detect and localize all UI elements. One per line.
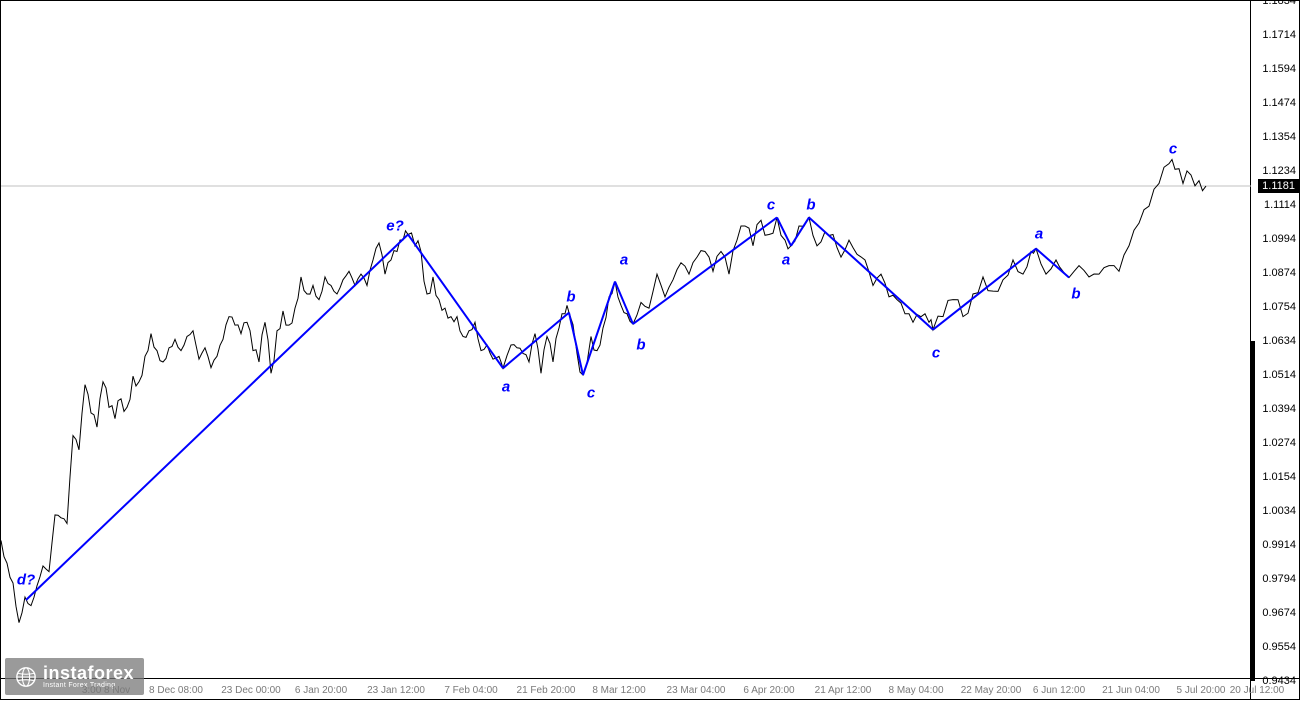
y-tick-label: 1.1114 <box>1264 199 1296 211</box>
wave-label: a <box>620 251 628 268</box>
y-tick-label: 1.1474 <box>1262 97 1296 109</box>
globe-icon <box>15 666 37 688</box>
wave-label: d? <box>17 572 35 589</box>
wave-label: c <box>1169 141 1177 158</box>
x-tick-label: 21 Feb 20:00 <box>517 685 576 696</box>
x-tick-label: 5 Jul 20:00 <box>1177 685 1226 696</box>
y-tick-label: 1.0754 <box>1262 301 1296 313</box>
y-tick-label: 1.0874 <box>1262 267 1296 279</box>
y-tick-label: 0.9914 <box>1262 539 1296 551</box>
wave-label: c <box>587 385 595 402</box>
y-tick-label: 1.0274 <box>1262 437 1296 449</box>
x-tick-label: 22 May 20:00 <box>961 685 1022 696</box>
y-tick-label: 1.0394 <box>1262 403 1296 415</box>
wave-label: b <box>806 196 815 213</box>
y-tick-label: 1.0034 <box>1262 505 1296 517</box>
wave-label: b <box>636 336 645 353</box>
watermark-brand: instaforex <box>43 663 134 683</box>
y-tick-label: 1.0514 <box>1262 369 1296 381</box>
y-tick-label: 1.0154 <box>1262 471 1296 483</box>
wave-label: e? <box>386 217 404 234</box>
x-tick-label: 8 Dec 08:00 <box>149 685 203 696</box>
x-tick-label: 8 May 04:00 <box>888 685 943 696</box>
wave-label: c <box>932 345 940 362</box>
y-tick-label: 1.1594 <box>1262 63 1296 75</box>
x-tick-label: 6 Apr 20:00 <box>743 685 794 696</box>
y-tick-label: 0.9554 <box>1262 641 1296 653</box>
x-tick-label: 20 Jul 12:00 <box>1230 685 1285 696</box>
y-tick-label: 0.9674 <box>1262 607 1296 619</box>
y-tick-label: 0.9794 <box>1262 573 1296 585</box>
x-tick-label: 21 Apr 12:00 <box>815 685 872 696</box>
x-tick-label: 6 Jun 12:00 <box>1033 685 1085 696</box>
y-tick-label: 1.1834 <box>1262 0 1296 7</box>
x-tick-label: 23 Jan 12:00 <box>367 685 425 696</box>
wave-label: c <box>767 196 775 213</box>
x-tick-label: 23 Mar 04:00 <box>667 685 726 696</box>
wave-label: b <box>1071 285 1080 302</box>
y-tick-label: 1.1234 <box>1262 165 1296 177</box>
chart-canvas <box>1 1 1300 701</box>
wave-label: a <box>502 379 510 396</box>
wave-label: a <box>1035 226 1043 243</box>
forex-chart: 1.1181 instaforex Instant Forex Trading … <box>0 0 1300 700</box>
x-tick-label: 7 Feb 04:00 <box>444 685 497 696</box>
wave-label: a <box>782 251 790 268</box>
x-tick-label: 23 Dec 00:00 <box>221 685 281 696</box>
x-tick-label: 8 Mar 12:00 <box>592 685 645 696</box>
y-tick-label: 1.1714 <box>1262 29 1296 41</box>
wave-label: b <box>566 288 575 305</box>
x-tick-label: 21 Jun 04:00 <box>1102 685 1160 696</box>
y-tick-label: 1.0994 <box>1262 233 1296 245</box>
y-tick-label: 1.0634 <box>1262 335 1296 347</box>
y-tick-label: 1.1354 <box>1262 131 1296 143</box>
x-tick-label: 6 Jan 20:00 <box>295 685 347 696</box>
x-tick-label: 3:00 8 Nov <box>82 685 130 696</box>
